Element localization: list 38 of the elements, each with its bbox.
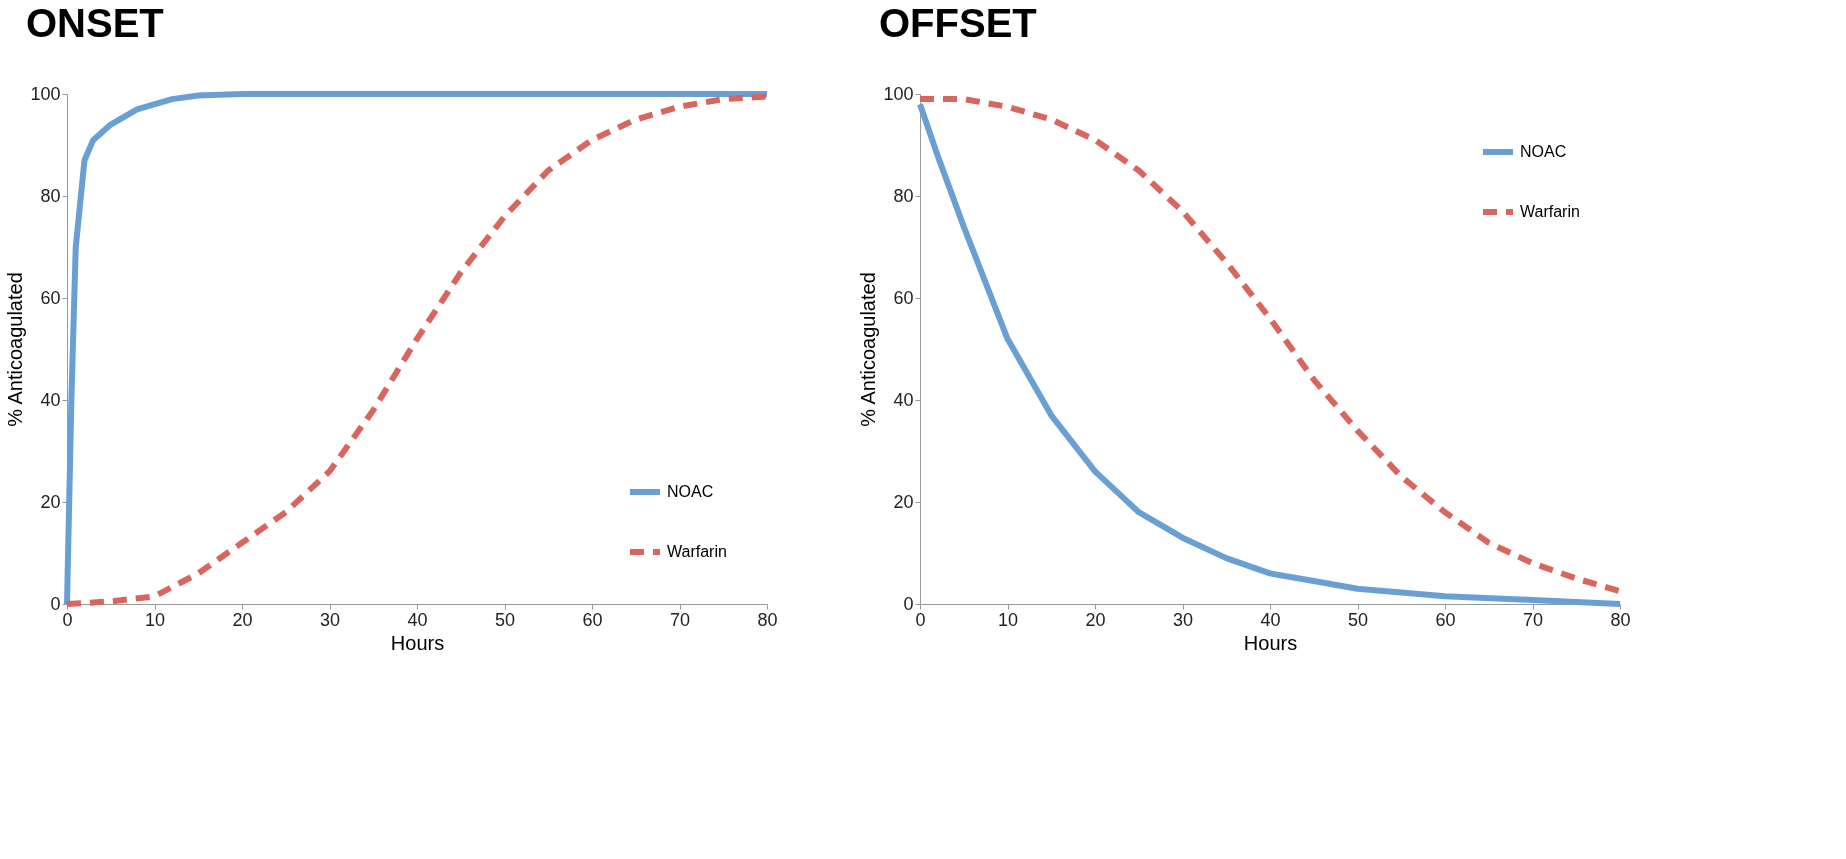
x-tick-label: 40	[407, 609, 428, 630]
x-tick-label: 80	[1610, 609, 1631, 630]
x-tick-label: 50	[1347, 609, 1369, 630]
x-tick-label: 70	[1522, 609, 1544, 630]
x-tick-label: 30	[1172, 609, 1194, 630]
x-tick-label: 80	[757, 609, 778, 630]
y-tick-label: 0	[903, 593, 914, 614]
x-axis-title: Hours	[390, 631, 445, 654]
chart-title: ONSET	[25, 1, 164, 45]
legend-label: Warfarin	[667, 543, 727, 560]
y-tick-label: 80	[893, 185, 914, 206]
x-tick-label: 20	[232, 609, 253, 630]
y-axis-title: % Anticoagulated	[4, 272, 27, 427]
legend-label: NOAC	[667, 483, 714, 500]
y-tick-label: 0	[50, 593, 61, 614]
y-tick-label: 40	[893, 389, 914, 410]
y-tick-label: 40	[40, 389, 61, 410]
x-tick-label: 70	[669, 609, 691, 630]
y-tick-label: 100	[30, 83, 61, 104]
x-tick-label: 10	[144, 609, 166, 630]
x-axis-title: Hours	[1243, 631, 1298, 654]
y-axis-title: % Anticoagulated	[857, 272, 880, 427]
y-tick-label: 20	[40, 491, 61, 512]
x-tick-label: 60	[582, 609, 603, 630]
x-tick-label: 60	[1435, 609, 1456, 630]
x-tick-label: 20	[1085, 609, 1106, 630]
legend-label: Warfarin	[1520, 203, 1580, 220]
x-tick-label: 30	[319, 609, 341, 630]
chart-title: OFFSET	[878, 1, 1037, 45]
x-tick-label: 10	[997, 609, 1019, 630]
y-tick-label: 20	[893, 491, 914, 512]
legend-label: NOAC	[1520, 143, 1567, 160]
x-tick-label: 50	[494, 609, 516, 630]
y-tick-label: 100	[883, 83, 914, 104]
y-tick-label: 80	[40, 185, 61, 206]
y-tick-label: 60	[893, 287, 914, 308]
x-tick-label: 40	[1260, 609, 1281, 630]
y-tick-label: 60	[40, 287, 61, 308]
